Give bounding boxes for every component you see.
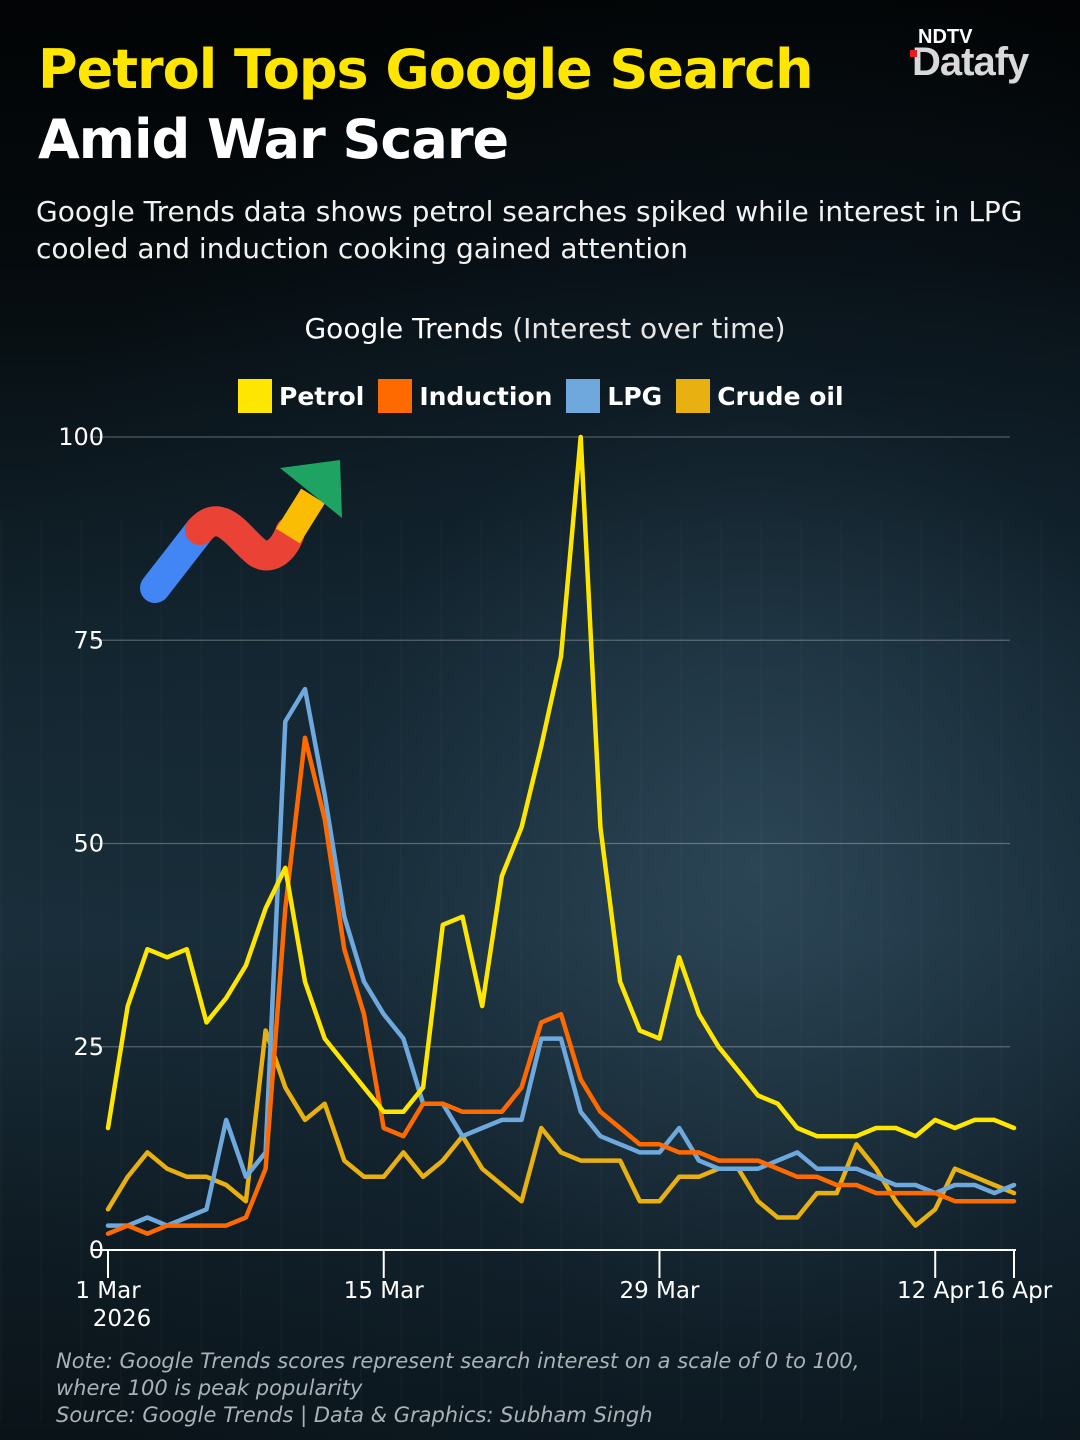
x-tick-label-0: 1 Mar (75, 1278, 141, 1304)
source-line: Source: Google Trends | Data & Graphics:… (56, 1403, 653, 1427)
legend-swatch-lpg (566, 379, 601, 413)
note-line-2: where 100 is peak popularity (56, 1376, 363, 1400)
x-tick-label-2: 29 Mar (619, 1278, 700, 1304)
legend-label-crude-oil: Crude oil (717, 381, 844, 411)
legend-item-petrol: Petrol (238, 379, 364, 413)
subtitle: Google Trends data shows petrol searches… (36, 195, 1023, 265)
background-texture (0, 520, 1080, 1420)
legend-item-crude-oil: Crude oil (676, 379, 844, 413)
google-trends-arrow-icon (140, 460, 342, 603)
x-tick-year-label-0: 2026 (93, 1306, 152, 1332)
y-tick-label-25: 25 (73, 1033, 104, 1061)
y-axis-labels: 0 25 50 75 100 (58, 423, 104, 1264)
x-tick-label-4: 16 Apr (976, 1278, 1053, 1304)
logo-datafy-text: Datafy (912, 40, 1029, 84)
y-tick-label-50: 50 (73, 830, 104, 858)
chart-title-suffix: (Interest over time) (512, 312, 786, 345)
legend-swatch-petrol (238, 379, 272, 413)
series-line-crude-oil (105, 1028, 1017, 1228)
chart-title-main: Google Trends (304, 312, 504, 345)
ndtv-datafy-logo: NDTV Datafy (910, 26, 1062, 90)
y-tick-label-100: 100 (58, 423, 104, 451)
headline-line-2: Amid War Scare (38, 108, 509, 171)
chart-legend: Petrol Induction LPG Crude oil (238, 376, 844, 416)
x-tick-label-1: 15 Mar (344, 1278, 425, 1304)
legend-item-lpg: LPG (566, 379, 662, 413)
series-lines (105, 434, 1017, 1236)
x-axis (92, 1249, 1016, 1278)
series-line-petrol (105, 434, 1017, 1139)
logo-dot-icon (910, 50, 917, 57)
series-line-lpg (105, 686, 1017, 1228)
chart-title: Google Trends (Interest over time) (0, 312, 1080, 345)
x-tick-label-3: 12 Apr (897, 1278, 974, 1304)
series-line-induction (105, 735, 1017, 1236)
note-line-1: Note: Google Trends scores represent sea… (56, 1349, 860, 1373)
y-tick-label-75: 75 (73, 626, 104, 654)
legend-swatch-crude-oil (676, 379, 711, 413)
legend-swatch-induction (378, 379, 413, 413)
legend-label-induction: Induction (419, 381, 553, 411)
gridlines (92, 436, 1010, 1048)
legend-label-lpg: LPG (607, 381, 663, 411)
legend-label-petrol: Petrol (279, 381, 365, 411)
y-tick-label-0: 0 (89, 1236, 104, 1264)
headline-line-1: Petrol Tops Google Search (38, 38, 814, 101)
legend-item-induction: Induction (378, 379, 552, 413)
footnote: Note: Google Trends scores represent sea… (56, 1348, 1036, 1429)
logo-ndtv-text: NDTV (918, 26, 973, 48)
